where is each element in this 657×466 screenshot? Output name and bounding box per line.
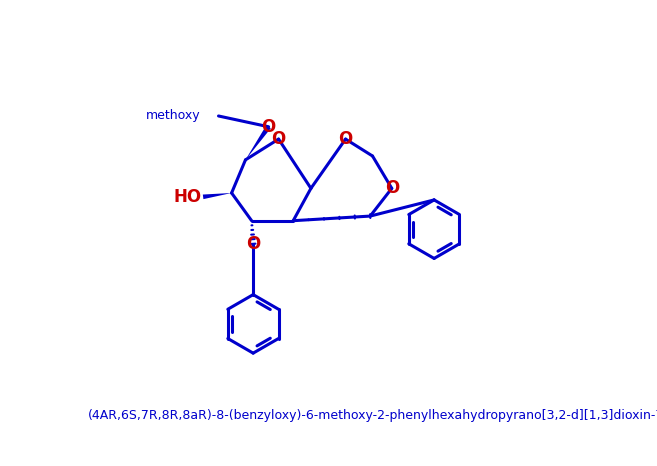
Polygon shape (246, 125, 271, 160)
Text: HO: HO (173, 188, 202, 206)
Polygon shape (203, 193, 232, 199)
Text: methoxy: methoxy (146, 110, 201, 123)
Text: (4AR,6S,7R,8R,8aR)-8-(benzyloxy)-6-methoxy-2-phenylhexahydropyrano[3,2-d][1,3]di: (4AR,6S,7R,8R,8aR)-8-(benzyloxy)-6-metho… (87, 409, 657, 422)
Text: O: O (261, 118, 276, 136)
Text: O: O (338, 130, 353, 148)
Text: O: O (246, 235, 260, 253)
Text: O: O (384, 179, 399, 198)
Text: O: O (271, 130, 286, 148)
